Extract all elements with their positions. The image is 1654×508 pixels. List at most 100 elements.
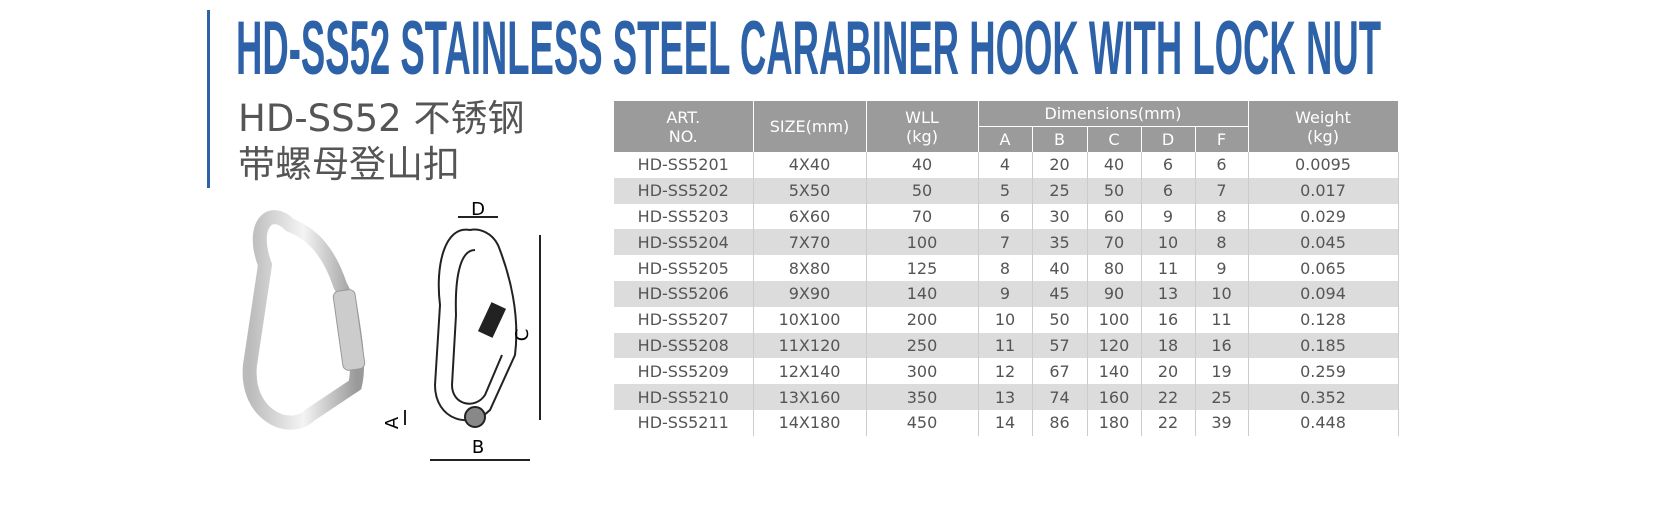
table-cell: 6 bbox=[1141, 152, 1196, 178]
table-cell: 200 bbox=[866, 306, 979, 333]
table-row: HD-SS5202 5X50 50 5 25 50 6 7 0.017 bbox=[614, 177, 1399, 204]
table-cell: 100 bbox=[866, 229, 979, 256]
table-cell: 0.185 bbox=[1248, 332, 1399, 359]
table-cell: 45 bbox=[1032, 280, 1088, 307]
table-cell: HD-SS5201 bbox=[614, 152, 754, 178]
table-cell: 60 bbox=[1087, 203, 1142, 230]
header-line: Dimensions(mm) bbox=[1044, 104, 1182, 123]
table-cell: 16 bbox=[1141, 306, 1196, 333]
table-cell: 8 bbox=[978, 255, 1033, 281]
table-row: HD-SS5204 7X70 100 7 35 70 10 8 0.045 bbox=[614, 229, 1399, 256]
product-images: D C A B bbox=[242, 199, 541, 461]
table-cell: 0.045 bbox=[1248, 229, 1399, 256]
table-cell: 35 bbox=[1032, 229, 1088, 256]
column-header: Dimensions(mm) bbox=[978, 101, 1249, 127]
table-cell: 13X160 bbox=[753, 384, 867, 410]
subcolumn-header: B bbox=[1032, 126, 1088, 152]
table-cell: 11 bbox=[1141, 255, 1196, 281]
table-cell: 20 bbox=[1032, 152, 1088, 178]
header-line: SIZE(mm) bbox=[769, 117, 850, 136]
header-line: ART. bbox=[666, 107, 701, 127]
table-cell: 100 bbox=[1087, 306, 1142, 333]
table-cell: 120 bbox=[1087, 332, 1142, 359]
table-cell: 25 bbox=[1195, 384, 1249, 410]
table-cell: 86 bbox=[1032, 409, 1088, 436]
table-cell: 57 bbox=[1032, 332, 1088, 359]
table-cell: 9X90 bbox=[753, 280, 867, 307]
table-cell: 9 bbox=[978, 280, 1033, 307]
table-cell: 12X140 bbox=[753, 358, 867, 385]
carabiner-photo bbox=[242, 210, 365, 430]
table-cell: 0.065 bbox=[1248, 255, 1399, 281]
subcolumn-header: A bbox=[978, 126, 1033, 152]
table-cell: HD-SS5204 bbox=[614, 229, 754, 256]
table-cell: 6 bbox=[1141, 177, 1196, 204]
table-cell: 16 bbox=[1195, 332, 1249, 359]
table-cell: 13 bbox=[978, 384, 1033, 410]
table-row: HD-SS5207 10X100 200 10 50 100 16 11 0.128 bbox=[614, 306, 1399, 333]
table-cell: 74 bbox=[1032, 384, 1088, 410]
subcolumn-header: D bbox=[1141, 126, 1196, 152]
table-cell: 10 bbox=[1141, 229, 1196, 256]
table-cell: 140 bbox=[1087, 358, 1142, 385]
accent-bar bbox=[207, 10, 210, 188]
lock-nut bbox=[332, 289, 366, 371]
table-cell: 11X120 bbox=[753, 332, 867, 359]
table-cell: HD-SS5206 bbox=[614, 280, 754, 307]
table-cell: 14 bbox=[978, 409, 1033, 436]
table-cell: 70 bbox=[1087, 229, 1142, 256]
table-cell: HD-SS5207 bbox=[614, 306, 754, 333]
table-row: HD-SS5208 11X120 250 11 57 120 18 16 0.185 bbox=[614, 332, 1399, 359]
header-line: (kg) bbox=[1307, 126, 1339, 146]
subcolumn-header: F bbox=[1195, 126, 1249, 152]
table-cell: 50 bbox=[1032, 306, 1088, 333]
table-cell: 6X60 bbox=[753, 203, 867, 230]
table-cell: 8 bbox=[1195, 203, 1249, 230]
subcolumn-header: C bbox=[1087, 126, 1142, 152]
table-cell: 12 bbox=[978, 358, 1033, 385]
table-cell: 0.094 bbox=[1248, 280, 1399, 307]
table-cell: 11 bbox=[978, 332, 1033, 359]
table-cell: 30 bbox=[1032, 203, 1088, 230]
title: HD-SS52 STAINLESS STEEL CARABINER HOOK W… bbox=[236, 8, 1381, 80]
table-cell: 70 bbox=[866, 203, 979, 230]
table-cell: 25 bbox=[1032, 177, 1088, 204]
diagram-label: C bbox=[512, 329, 533, 342]
table-cell: 40 bbox=[1087, 152, 1142, 178]
table-cell: 80 bbox=[1087, 255, 1142, 281]
table-cell: 0.0095 bbox=[1248, 152, 1399, 178]
table-cell: 7X70 bbox=[753, 229, 867, 256]
table-cell: 90 bbox=[1087, 280, 1142, 307]
table-cell: 0.448 bbox=[1248, 409, 1399, 436]
table-cell: 22 bbox=[1141, 384, 1196, 410]
table-cell: 7 bbox=[978, 229, 1033, 256]
header-line: (kg) bbox=[906, 126, 938, 146]
diagram bbox=[404, 216, 541, 461]
table-cell: 14X180 bbox=[753, 409, 867, 436]
table-cell: 18 bbox=[1141, 332, 1196, 359]
header-line: WLL bbox=[905, 107, 939, 127]
table-cell: 4 bbox=[978, 152, 1033, 178]
table-cell: 0.029 bbox=[1248, 203, 1399, 230]
column-header: WLL (kg) bbox=[866, 101, 979, 152]
diagram-label: A bbox=[382, 416, 403, 429]
subtitle-line: HD-SS52 不锈钢 bbox=[238, 97, 525, 140]
table-cell: 0.128 bbox=[1248, 306, 1399, 333]
table-cell: 250 bbox=[866, 332, 979, 359]
table-cell: 6 bbox=[1195, 152, 1249, 178]
table-cell: 40 bbox=[1032, 255, 1088, 281]
table-cell: 160 bbox=[1087, 384, 1142, 410]
table-cell: 180 bbox=[1087, 409, 1142, 436]
table-row: HD-SS5210 13X160 350 13 74 160 22 25 0.352 bbox=[614, 384, 1399, 410]
table-cell: HD-SS5203 bbox=[614, 203, 754, 230]
diagram-label: D bbox=[471, 199, 485, 220]
table-cell: 19 bbox=[1195, 358, 1249, 385]
table-cell: HD-SS5202 bbox=[614, 177, 754, 204]
table-cell: 13 bbox=[1141, 280, 1196, 307]
table-cell: 11 bbox=[1195, 306, 1249, 333]
table-cell: 125 bbox=[866, 255, 979, 281]
table-cell: 5 bbox=[978, 177, 1033, 204]
column-header: ART. NO. bbox=[614, 101, 754, 152]
header-line: Weight bbox=[1295, 107, 1351, 127]
